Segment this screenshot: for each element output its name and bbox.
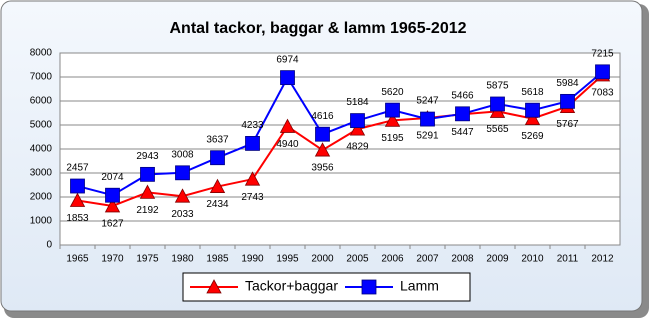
x-tick-label: 1995 (276, 254, 299, 265)
y-tick-label: 4000 (30, 144, 53, 155)
data-label: 6974 (276, 54, 299, 65)
data-label: 2743 (241, 192, 264, 203)
x-tick-label: 2012 (591, 254, 614, 265)
data-label: 5195 (381, 133, 404, 144)
marker (384, 112, 401, 127)
marker (104, 198, 121, 213)
y-tick-label: 0 (46, 240, 52, 251)
marker (490, 96, 505, 112)
marker (245, 136, 260, 151)
data-label: 2943 (136, 151, 159, 162)
data-label: 7083 (591, 88, 614, 99)
data-label: 2192 (136, 205, 159, 216)
data-label: 3956 (311, 163, 334, 174)
marker (244, 171, 261, 186)
y-tick-label: 7000 (30, 72, 53, 83)
data-label: 4233 (241, 120, 264, 131)
data-label: 1853 (66, 213, 89, 224)
x-tick-label: 1985 (206, 254, 229, 265)
data-label: 4616 (311, 111, 334, 122)
data-label: 5565 (486, 124, 509, 135)
marker (314, 142, 331, 157)
marker (175, 165, 190, 181)
y-tick-label: 8000 (30, 48, 53, 59)
chart-title: Antal tackor, baggar & lamm 1965-2012 (169, 20, 466, 37)
data-label: 5269 (521, 131, 544, 142)
x-tick-label: 2010 (521, 254, 544, 265)
data-label: 2074 (101, 172, 124, 183)
marker (174, 188, 191, 203)
data-label: 3637 (206, 134, 229, 145)
legend-label: Lamm (400, 278, 439, 294)
x-tick-label: 1965 (66, 254, 89, 265)
x-tick-label: 1980 (171, 254, 194, 265)
data-label: 3008 (171, 149, 194, 160)
legend-label: Tackor+baggar (245, 278, 338, 294)
series-line (77, 74, 604, 207)
data-label: 5618 (521, 87, 544, 98)
x-tick-label: 1990 (241, 254, 264, 265)
marker (69, 192, 86, 207)
y-tick-label: 5000 (30, 120, 53, 131)
marker (349, 121, 366, 136)
data-label: 7215 (591, 48, 614, 59)
marker (70, 178, 85, 194)
data-label: 1627 (101, 219, 124, 230)
data-label: 5184 (346, 97, 369, 108)
marker (105, 187, 120, 203)
marker (455, 106, 470, 122)
y-tick-label: 6000 (30, 96, 53, 107)
y-tick-label: 1000 (30, 216, 53, 227)
x-tick-label: 1970 (101, 254, 124, 265)
marker (350, 113, 365, 128)
data-label: 2434 (206, 199, 229, 210)
x-tick-label: 2007 (416, 254, 439, 265)
x-tick-label: 1975 (136, 254, 159, 265)
data-label: 5447 (451, 127, 474, 138)
data-label: 4940 (276, 139, 299, 150)
marker (525, 102, 540, 118)
data-label: 5247 (416, 96, 439, 107)
marker (206, 279, 222, 294)
marker (524, 110, 541, 125)
data-label: 5466 (451, 90, 474, 101)
data-label: 2457 (66, 163, 89, 174)
data-label: 5767 (556, 119, 579, 130)
x-tick-label: 2009 (486, 254, 509, 265)
data-label: 5291 (416, 131, 439, 142)
x-tick-label: 2005 (346, 254, 369, 265)
marker (560, 93, 575, 109)
data-label: 5620 (381, 87, 404, 98)
marker (139, 184, 156, 199)
marker (279, 118, 296, 133)
marker (210, 150, 225, 166)
data-label: 5875 (486, 81, 509, 92)
marker (140, 166, 155, 182)
x-tick-label: 2008 (451, 254, 474, 265)
data-label: 4829 (346, 142, 369, 153)
y-tick-label: 2000 (30, 192, 53, 203)
marker (315, 126, 330, 142)
marker (209, 178, 226, 193)
series-line (77, 71, 604, 197)
marker (420, 111, 435, 127)
marker (361, 279, 377, 295)
x-tick-label: 2000 (311, 254, 334, 265)
x-tick-label: 2006 (381, 254, 404, 265)
marker (280, 70, 295, 86)
marker (385, 102, 400, 118)
x-tick-label: 2011 (557, 254, 579, 265)
data-label: 5984 (556, 78, 579, 89)
y-tick-label: 3000 (30, 168, 53, 179)
marker (595, 64, 610, 80)
data-label: 2033 (171, 209, 194, 220)
